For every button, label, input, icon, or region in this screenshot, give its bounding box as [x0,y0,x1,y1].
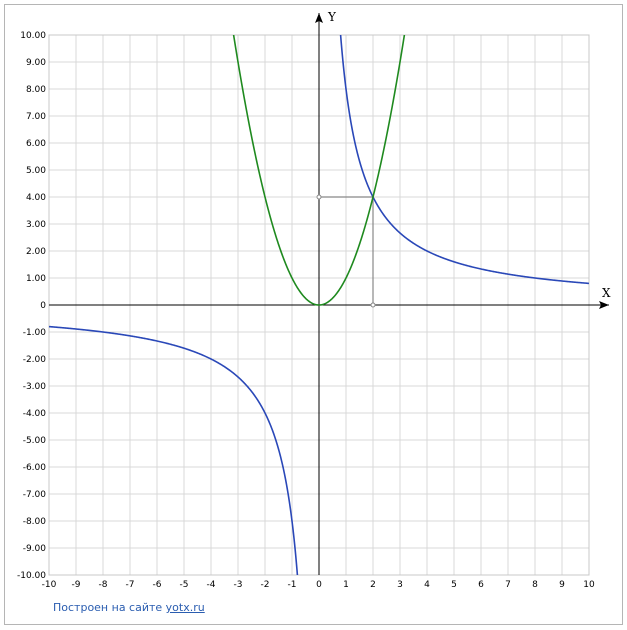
x-axis-label: X [602,286,611,300]
y-tick-label: -8.00 [23,517,47,527]
site-link[interactable]: yotx.ru [165,601,205,614]
hyperbola-branch-1 [49,325,299,575]
x-tick-label: -5 [180,580,189,590]
x-tick-label: 8 [532,580,538,590]
y-tick-label: -4.00 [23,409,47,419]
y-tick-label: 3.00 [26,220,46,230]
y-tick-label: 0 [40,301,46,311]
x-tick-label: 0 [316,580,322,590]
y-tick-label: -10.00 [17,571,46,581]
parabola-curve [232,35,406,306]
y-tick-label: -6.00 [23,463,47,473]
y-tick-label: 5.00 [26,166,46,176]
y-tick-label: -3.00 [23,382,47,392]
chart-frame: -10 -9 -8 -7 -6 -5 -4 -3 -2 -1 0 1 2 3 4 5 6 7 8 9 10 10.00 9.… [4,4,623,625]
y-tick-label: 7.00 [26,112,46,122]
y-tick-label: 1.00 [26,274,46,284]
x-tick-label: 7 [505,580,511,590]
x-tick-label: -6 [153,580,162,590]
function-plot: -10 -9 -8 -7 -6 -5 -4 -3 -2 -1 0 1 2 3 4 5 6 7 8 9 1010.009.… [17,10,611,590]
y-tick-label: -9.00 [23,544,47,554]
y-tick-label: 9.00 [26,58,46,68]
y-tick-label: -1.00 [23,328,47,338]
credit-text: Построен на сайте [53,601,166,614]
y-axis-label: Y [327,10,337,24]
x-tick-label: 2 [370,580,376,590]
x-tick-label: 3 [397,580,403,590]
y-tick-label: -7.00 [23,490,47,500]
tick-labels: -10 -9 -8 -7 -6 -5 -4 -3 -2 -1 0 1 2 3 4 5 6 7 8 9 1010.009.… [17,31,595,590]
x-tick-label: -2 [261,580,270,590]
x-tick-label: -1 [288,580,297,590]
hyperbola-branch-2 [339,35,589,285]
y-tick-label: 2.00 [26,247,46,257]
x-tick-label: 6 [478,580,484,590]
curves [49,35,589,575]
x-tick-label: -4 [207,580,216,590]
x-tick-label: 4 [424,580,430,590]
y-tick-label: -2.00 [23,355,47,365]
x-tick-label: 10 [583,580,595,590]
y-axis-arrow [315,13,323,23]
guide-marker-y [316,194,322,200]
y-tick-label: 4.00 [26,193,46,203]
site-credit: Построен на сайте yotx.ru [53,601,205,614]
y-tick-label: 10.00 [20,31,46,41]
x-tick-label: -8 [99,580,108,590]
axes [49,13,609,575]
y-tick-label: 8.00 [26,85,46,95]
y-tick-label: 6.00 [26,139,46,149]
x-tick-label: -9 [72,580,81,590]
x-tick-label: -7 [126,580,135,590]
x-tick-label: 1 [343,580,349,590]
x-tick-label: -10 [42,580,57,590]
x-tick-label: 9 [559,580,565,590]
y-tick-label: -5.00 [23,436,47,446]
intersection-guides [316,194,376,308]
x-axis-arrow [599,301,609,309]
x-tick-label: 5 [451,580,457,590]
guide-marker-x [370,302,376,308]
x-tick-label: -3 [234,580,243,590]
